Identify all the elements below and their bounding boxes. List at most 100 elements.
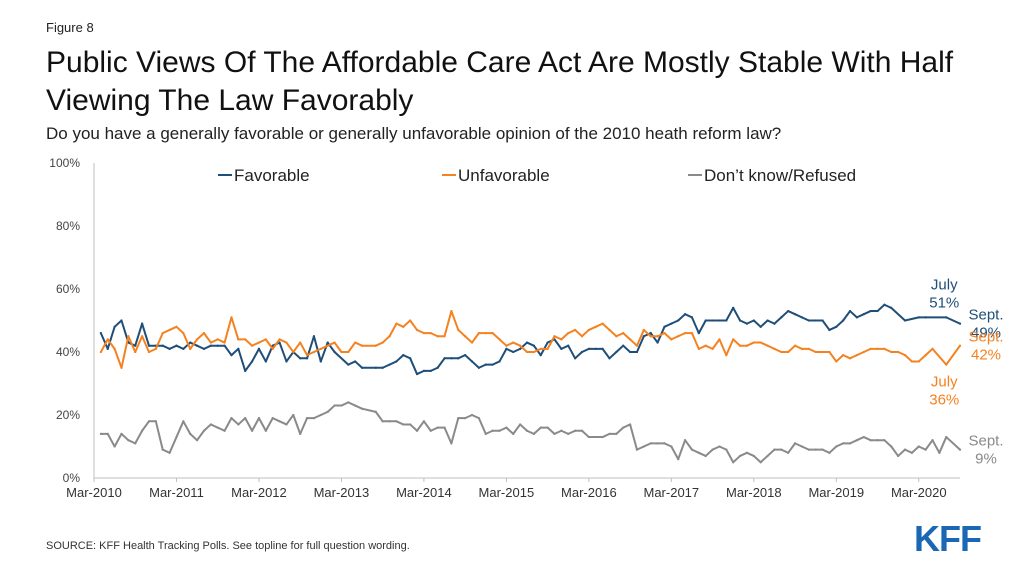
series-line-segment (251, 341, 260, 347)
series-line-segment (725, 306, 735, 322)
data-point (223, 429, 226, 432)
data-point (890, 306, 893, 309)
data-point (202, 332, 206, 335)
data-point (567, 332, 570, 335)
data-point (883, 303, 886, 306)
series-line-segment (416, 328, 425, 335)
data-point (374, 410, 377, 413)
data-point (271, 344, 274, 347)
data-point (842, 354, 845, 357)
data-point (910, 360, 913, 363)
series-line-segment (780, 310, 790, 319)
series-line-segment (374, 341, 384, 347)
series-line-segment (471, 414, 480, 420)
x-tick-label: Mar-2020 (891, 485, 947, 500)
series-line-segment (326, 404, 336, 413)
series-line-segment (106, 432, 116, 448)
chart-axes: 0% 20% 40% 60% 80% 100% Mar-2010 Mar-2011 Mar-20… (49, 156, 960, 500)
data-point (457, 328, 460, 332)
series-line-segment (828, 351, 838, 363)
data-point (491, 429, 494, 432)
data-point (800, 347, 804, 350)
series-line-segment (642, 328, 652, 338)
data-point (120, 319, 123, 322)
series-line-segment (285, 341, 295, 353)
data-point (395, 322, 398, 325)
data-point (498, 360, 501, 363)
series-line-segment (697, 451, 707, 457)
series-line-segment (690, 448, 700, 454)
data-point (202, 347, 206, 350)
series-line-segment (732, 306, 742, 322)
series-1 (99, 309, 962, 369)
data-point (656, 341, 659, 344)
data-point (175, 344, 178, 347)
data-point (450, 309, 453, 313)
data-point (958, 322, 962, 325)
series-line-segment (154, 420, 164, 451)
series-line-segment (670, 445, 680, 461)
series-line-segment (718, 338, 728, 357)
data-point (683, 332, 687, 335)
data-point (642, 335, 645, 338)
series-line-segment (196, 429, 205, 442)
data-point (209, 344, 212, 347)
y-tick-label: 0% (63, 471, 81, 485)
data-point (305, 354, 309, 357)
data-point (312, 335, 316, 338)
data-point (766, 454, 769, 458)
series-line-segment (106, 338, 116, 350)
data-point (814, 448, 817, 451)
data-point (553, 335, 556, 338)
data-point (292, 413, 295, 417)
series-line-segment (361, 407, 377, 413)
data-point (395, 420, 398, 423)
series-line-segment (745, 451, 755, 457)
data-point (168, 328, 171, 332)
series-line-segment (567, 328, 577, 335)
data-point (278, 420, 281, 423)
data-point (848, 442, 852, 445)
data-point (299, 341, 302, 344)
data-point (560, 347, 563, 350)
data-point (498, 338, 501, 341)
data-point (725, 448, 728, 451)
series-line-segment (182, 332, 192, 350)
series-line-segment (347, 360, 357, 366)
series-line-segment (202, 332, 212, 344)
data-point (608, 432, 611, 435)
series-line-segment (381, 335, 391, 344)
series-line-segment (897, 351, 907, 357)
series-line-segment (697, 344, 707, 350)
x-tick-label: Mar-2011 (149, 485, 204, 500)
data-point (663, 332, 666, 335)
x-tick-label: Mar-2016 (561, 485, 617, 500)
series-line-segment (491, 360, 501, 366)
data-point (244, 338, 247, 341)
series-line-segment (615, 344, 625, 353)
data-point (869, 309, 872, 313)
data-point (752, 341, 755, 344)
data-point (683, 313, 687, 316)
data-point (388, 335, 391, 338)
data-point (402, 325, 405, 328)
series-line-segment (484, 429, 494, 435)
data-point (230, 354, 233, 357)
data-point (759, 325, 762, 328)
data-point (945, 316, 948, 319)
series-line-segment (429, 332, 439, 338)
data-point (649, 442, 652, 445)
series-line-segment (443, 310, 453, 338)
data-point (470, 413, 474, 417)
data-point (519, 347, 522, 350)
series-line-segment (161, 448, 171, 454)
data-point (477, 417, 480, 420)
series-line-segment (725, 338, 735, 357)
series-line-segment (127, 439, 137, 445)
series-line-segment (807, 347, 817, 353)
data-point (938, 451, 941, 454)
series-line-segment (292, 351, 302, 360)
series-line-segment (374, 410, 384, 423)
series-line-segment (773, 316, 783, 325)
